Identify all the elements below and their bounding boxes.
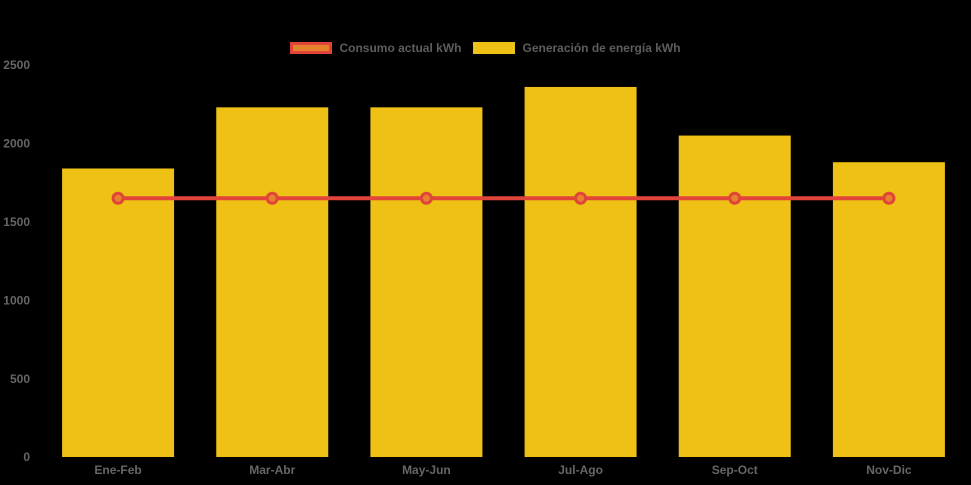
legend-label-generacion: Generación de energía kWh — [522, 41, 681, 55]
x-tick-label: Sep-Oct — [712, 463, 758, 477]
legend-item-consumo[interactable]: Consumo actual kWh — [290, 41, 461, 55]
bar-generacion-Ene-Feb[interactable] — [62, 168, 175, 457]
y-tick-label: 500 — [10, 372, 30, 386]
x-tick-label: Jul-Ago — [558, 463, 603, 477]
line-point-Nov-Dic[interactable] — [882, 191, 896, 205]
y-tick-label: 2000 — [3, 137, 30, 151]
line-point-May-Jun[interactable] — [419, 191, 433, 205]
x-tick-label: Mar-Abr — [249, 463, 295, 477]
chart-legend: Consumo actual kWh Generación de energía… — [0, 41, 971, 55]
bar-generacion-Mar-Abr[interactable] — [216, 107, 329, 457]
line-point-Sep-Oct[interactable] — [728, 191, 742, 205]
y-tick-label: 1000 — [3, 293, 30, 307]
legend-label-consumo: Consumo actual kWh — [339, 41, 462, 55]
x-tick-label: May-Jun — [402, 463, 451, 477]
x-tick-label: Ene-Feb — [94, 463, 141, 477]
legend-swatch-consumo — [290, 42, 333, 54]
line-point-Mar-Abr[interactable] — [265, 191, 279, 205]
bar-generacion-Nov-Dic[interactable] — [832, 162, 945, 457]
y-tick-label: 1500 — [3, 215, 30, 229]
bar-generacion-Sep-Oct[interactable] — [678, 135, 791, 457]
bar-generacion-May-Jun[interactable] — [370, 107, 483, 457]
bar-generacion-Jul-Ago[interactable] — [524, 86, 637, 458]
legend-swatch-generacion — [473, 42, 516, 54]
line-point-Jul-Ago[interactable] — [574, 191, 588, 205]
y-tick-label: 0 — [23, 450, 30, 464]
x-tick-label: Nov-Dic — [866, 463, 912, 477]
line-point-Ene-Feb[interactable] — [111, 191, 125, 205]
y-tick-label: 2500 — [3, 58, 30, 72]
legend-item-generacion[interactable]: Generación de energía kWh — [473, 41, 681, 55]
